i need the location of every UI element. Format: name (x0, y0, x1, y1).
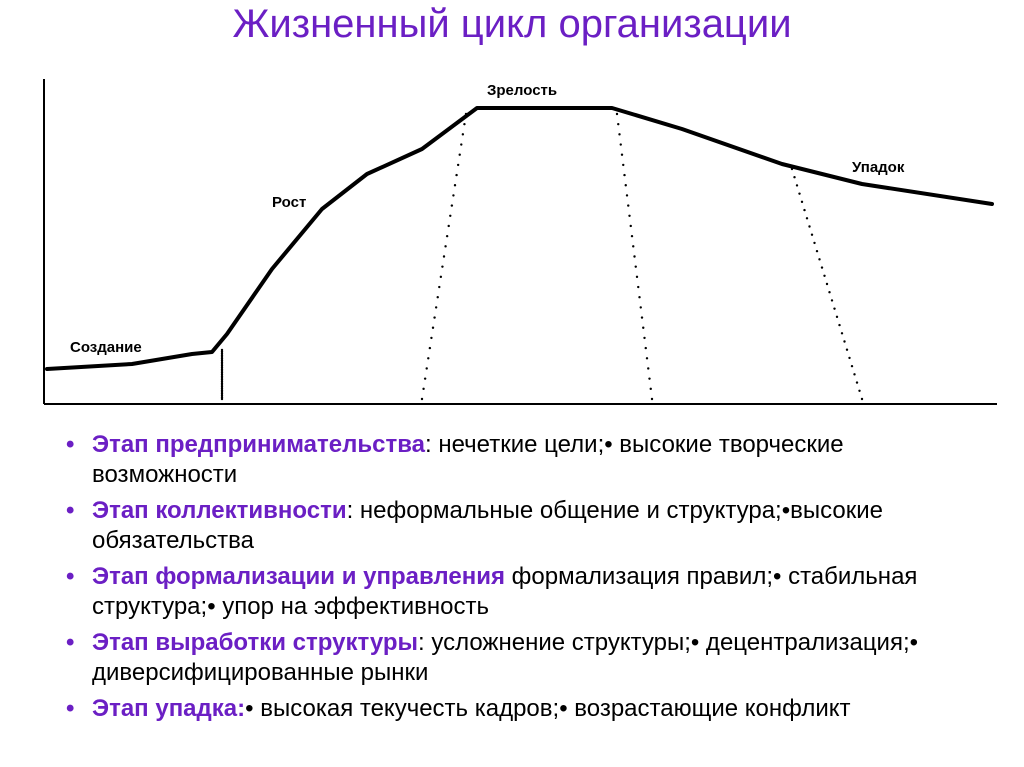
stage-bullet: Этап предпринимательства: нечеткие цели;… (60, 430, 974, 490)
stage-bullet: Этап формализации и управления формализа… (60, 562, 974, 622)
stage-bullet: Этап выработки структуры: усложнение стр… (60, 628, 974, 688)
chart-svg (22, 74, 1002, 424)
lifecycle-chart: Создание Рост Зрелость Упадок (22, 74, 1002, 424)
phase-label: Рост (272, 194, 306, 211)
stage-desc: • высокая текучесть кадров;• возрастающи… (245, 695, 850, 722)
phase-label: Зрелость (487, 82, 557, 99)
phase-label: Упадок (852, 159, 904, 176)
stage-name: Этап упадка: (92, 695, 245, 722)
slide-title: Жизненный цикл организации (0, 2, 1024, 47)
stage-name: Этап предпринимательства (92, 431, 425, 458)
stage-name: Этап коллективности (92, 497, 347, 524)
stage-bullet-list: Этап предпринимательства: нечеткие цели;… (60, 430, 974, 724)
stage-name: Этап формализации и управления (92, 563, 505, 590)
phase-label: Создание (70, 339, 142, 356)
stage-bullet: Этап коллективности: неформальные общени… (60, 496, 974, 556)
stage-bullet: Этап упадка:• высокая текучесть кадров;•… (60, 694, 974, 724)
stage-name: Этап выработки структуры (92, 629, 418, 656)
